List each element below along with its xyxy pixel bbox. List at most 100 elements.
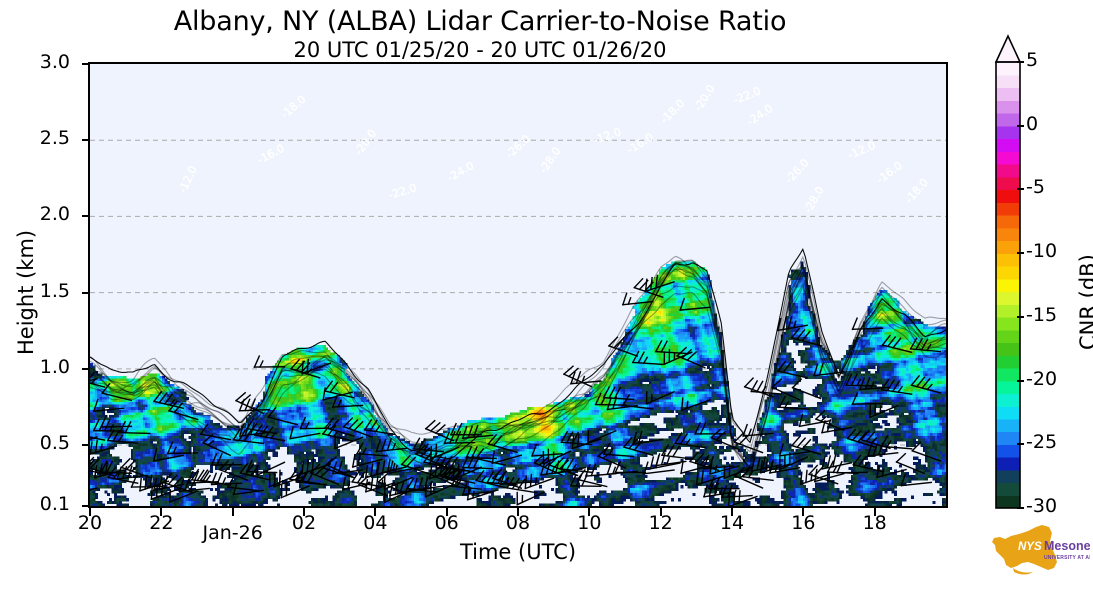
x-tick-label-0: 20	[77, 512, 103, 534]
colorbar-segment	[996, 316, 1020, 331]
colorbar-tick-mark-5	[1017, 379, 1024, 382]
y-tick-label-5: 2.5	[39, 127, 70, 150]
colorbar-segment	[996, 265, 1020, 280]
colorbar-segment	[996, 329, 1020, 344]
logo-mesonet-text: Mesonet	[1044, 539, 1090, 553]
colorbar-tick-label-7: -30	[1026, 495, 1058, 517]
colorbar-segment	[996, 189, 1020, 203]
colorbar-segment	[996, 100, 1020, 114]
plot-area: -12.0 -16.0 -18.0 -20.0 -22.0 -24.0 -26.0 -28.0…	[88, 62, 948, 508]
colorbar-segment	[996, 151, 1020, 165]
colorbar-tick-label-2: -5	[1026, 176, 1045, 199]
colorbar-tick-mark-4	[1017, 315, 1024, 318]
x-tick-label-2: Jan-26	[202, 522, 263, 544]
colorbar-tick-mark-1	[1017, 124, 1024, 127]
colorbar-tick-mark-0	[1017, 61, 1024, 63]
y-tick-mark-6	[82, 63, 90, 65]
page-title: Albany, NY (ALBA) Lidar Carrier-to-Noise…	[173, 6, 787, 37]
x-tick-mark-2	[231, 508, 234, 516]
colorbar-segment	[996, 342, 1020, 356]
x-tick-mark-1	[160, 508, 163, 516]
colorbar-tick-mark-7	[1017, 507, 1024, 509]
logo-nys-text: NYS	[1018, 541, 1042, 553]
x-axis-label: Time (UTC)	[459, 540, 577, 564]
x-tick-mark-9	[731, 508, 733, 516]
logo-swoosh	[1013, 568, 1033, 575]
y-tick-mark-4	[82, 215, 90, 218]
colorbar-segment	[996, 278, 1020, 293]
x-tick-mark-5	[445, 508, 448, 516]
x-tick-label-9: 14	[719, 512, 745, 534]
contour-outlines	[90, 247, 946, 475]
colorbar-segment	[996, 393, 1020, 407]
colorbar-segment	[996, 138, 1020, 152]
colorbar-segment	[996, 291, 1020, 305]
x-tick-label-1: 22	[149, 512, 174, 534]
colorbar-segment	[996, 418, 1020, 433]
colorbar-segment	[996, 176, 1020, 191]
colorbar-segment	[996, 112, 1020, 127]
x-tick-mark-6	[517, 508, 519, 516]
x-tick-label-10: 16	[791, 512, 816, 534]
colorbar-segment	[996, 74, 1020, 89]
colorbar-segment	[996, 202, 1020, 216]
colorbar-segment	[996, 87, 1020, 101]
x-tick-mark-0	[89, 508, 91, 516]
colorbar-segment	[996, 431, 1020, 445]
y-tick-label-3: 1.5	[39, 279, 70, 302]
chart-subtitle: 20 UTC 01/25/20 - 20 UTC 01/26/20	[293, 38, 667, 62]
x-tick-label-7: 10	[577, 512, 602, 534]
colorbar-tick-label-6: -25	[1026, 431, 1058, 454]
colorbar-segment	[996, 444, 1020, 458]
colorbar-tick-mark-2	[1017, 188, 1024, 191]
colorbar-label: CNR (dB)	[1076, 254, 1093, 350]
y-tick-mark-5	[82, 139, 90, 142]
x-tick-mark-8	[659, 508, 662, 516]
colorbar-segment	[996, 125, 1020, 140]
cnr-field-cells	[90, 261, 946, 506]
x-tick-label-5: 06	[434, 512, 459, 534]
x-tick-mark-7	[588, 508, 591, 516]
colorbar-tick-label-4: -15	[1026, 303, 1058, 326]
x-tick-mark-4	[374, 508, 377, 516]
y-tick-mark-1	[82, 444, 90, 447]
colorbar-segment	[996, 469, 1020, 484]
colorbar-gradient	[994, 34, 1022, 509]
y-tick-mark-0	[82, 505, 90, 507]
colorbar-segment	[996, 253, 1020, 267]
colorbar-segment	[996, 240, 1020, 254]
colorbar-segment	[996, 406, 1020, 420]
colorbar-tick-mark-6	[1017, 443, 1024, 446]
colorbar-tick-label-5: -20	[1026, 367, 1058, 390]
colorbar-segment	[996, 380, 1020, 395]
colorbar-segment	[996, 214, 1020, 229]
colorbar-tick-label-0: 5	[1026, 49, 1039, 71]
x-tick-label-8: 12	[648, 512, 673, 534]
colorbar-segment	[996, 163, 1020, 178]
nys-mesonet-logo: NYS Mesonet UNIVERSITY AT ALBANY	[992, 525, 1090, 575]
colorbar-segment	[996, 227, 1020, 242]
x-tick-mark-11	[873, 508, 876, 516]
contour-labels: -12.0-16.0-18.0-20.0-22.0-24.0-26.0 -28.0…	[176, 82, 946, 215]
colorbar-segment	[996, 355, 1020, 369]
colorbar-tick-mark-3	[1017, 252, 1024, 255]
x-tick-mark-10	[802, 508, 805, 516]
x-tick-mark-3	[303, 508, 305, 516]
y-tick-label-0: 0.1	[39, 493, 70, 515]
x-tick-label-3: 02	[291, 512, 317, 534]
colorbar-segment	[996, 62, 1020, 76]
y-tick-label-4: 2.0	[39, 203, 70, 226]
wind-barbs	[90, 275, 942, 506]
colorbar-frame	[995, 61, 1021, 509]
colorbar-segment	[996, 367, 1020, 382]
x-tick-label-11: 18	[862, 512, 887, 534]
cnr-contour-field: -12.0-16.0-18.0-20.0-22.0-24.0-26.0 -28.0…	[90, 82, 946, 506]
colorbar-extend-arrow	[994, 34, 1022, 63]
y-tick-label-2: 1.0	[39, 355, 70, 378]
y-tick-mark-3	[82, 291, 90, 294]
x-tick-label-4: 04	[363, 512, 388, 534]
y-tick-mark-2	[82, 367, 90, 370]
colorbar-segment	[996, 495, 1020, 509]
x-tick-label-6: 08	[505, 512, 531, 534]
